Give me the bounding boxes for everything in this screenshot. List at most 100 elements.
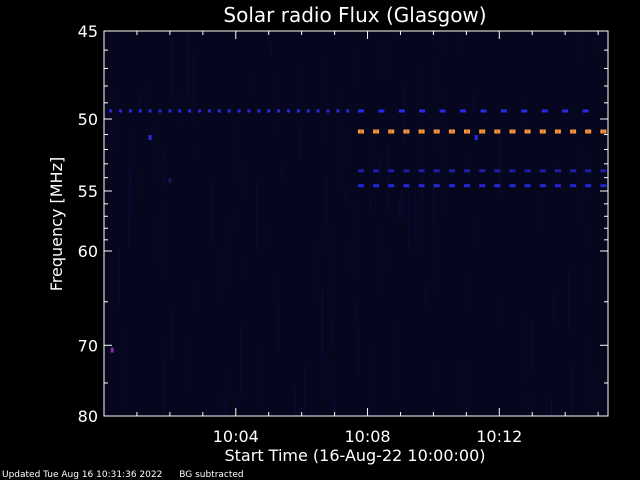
background-noise-streak: [275, 71, 277, 130]
background-noise-streak: [327, 226, 329, 242]
emission-band-mark: [373, 169, 380, 173]
background-noise-streak: [325, 176, 327, 224]
x-axis-label: Start Time (16-Aug-22 10:00:00): [225, 446, 486, 465]
emission-band-mark: [562, 109, 569, 113]
emission-band-mark: [277, 109, 281, 113]
emission-band-mark: [198, 109, 201, 113]
background-noise-streak: [384, 249, 386, 268]
emission-band-mark: [188, 109, 192, 113]
emission-band-mark: [378, 109, 385, 113]
background-noise-streak: [132, 129, 134, 175]
emission-band-core: [420, 130, 423, 133]
background-noise-streak: [325, 60, 327, 139]
emission-band-core: [572, 130, 575, 133]
emission-band-mark: [480, 109, 487, 113]
background-noise-streak: [433, 34, 435, 46]
background-noise-streak: [128, 189, 129, 248]
background-noise-streak: [354, 301, 356, 367]
emission-band-mark: [524, 169, 531, 173]
emission-band-mark: [464, 184, 470, 188]
background-noise-streak: [261, 345, 263, 388]
emission-band-mark: [227, 109, 231, 113]
emission-band-mark: [554, 169, 561, 173]
background-noise-streak: [139, 93, 141, 110]
background-noise-streak: [341, 237, 343, 295]
y-tick-label: 55: [78, 182, 98, 201]
emission-band-core: [466, 130, 468, 133]
background-noise-streak: [436, 90, 438, 148]
background-noise-streak: [338, 127, 340, 193]
background-noise-streak: [436, 365, 438, 392]
background-noise-streak: [218, 248, 220, 302]
emission-band-core: [435, 130, 438, 133]
background-noise-streak: [164, 356, 166, 416]
background-noise-streak: [435, 367, 437, 393]
emission-band-mark: [433, 169, 440, 173]
background-noise-streak: [571, 362, 573, 416]
background-noise-streak: [322, 289, 323, 367]
background-noise-streak: [597, 33, 599, 50]
emission-band-mark: [237, 109, 241, 113]
emission-band-core: [496, 130, 499, 133]
emission-band-mark: [138, 109, 142, 113]
background-noise-streak: [401, 189, 403, 220]
emission-band-mark: [554, 184, 561, 188]
y-tick-label: 60: [78, 242, 98, 261]
emission-band-mark: [217, 109, 221, 113]
background-noise-streak: [441, 32, 443, 57]
emission-band-mark: [570, 184, 577, 188]
background-noise-streak: [136, 167, 138, 194]
background-noise-streak: [407, 185, 409, 249]
background-noise-streak: [172, 117, 174, 159]
background-noise-streak: [333, 244, 335, 317]
background-noise-streak: [189, 337, 191, 388]
background-noise-streak: [422, 87, 424, 162]
axes: 45 50 55 60 70 80 10:04 10:08 10:12: [78, 22, 609, 446]
plot-area: [104, 31, 608, 416]
background-noise-streak: [383, 229, 385, 293]
emission-band-mark: [357, 169, 364, 173]
updated-timestamp: Updated Tue Aug 16 10:31:36 2022: [2, 470, 163, 480]
emission-band-core: [405, 130, 408, 133]
emission-band-mark: [479, 169, 486, 173]
background-noise-streak: [508, 189, 510, 206]
background-noise-streak: [432, 181, 434, 245]
emission-band-mark: [539, 184, 546, 188]
background-noise-streak: [541, 190, 543, 228]
background-noise-streak: [351, 246, 353, 265]
emission-band-core: [359, 130, 362, 133]
emission-band-mark: [398, 109, 405, 113]
background-noise-streak: [116, 90, 118, 150]
background-noise-streak: [156, 205, 157, 269]
background-noise-streak: [238, 399, 240, 410]
background-noise-streak: [315, 242, 317, 300]
emission-band-mark: [207, 109, 211, 113]
emission-band-core: [450, 130, 453, 133]
background-noise-streak: [110, 125, 112, 144]
emission-band-mark: [119, 109, 122, 113]
background-noise-streak: [145, 86, 147, 107]
background-noise-streak: [421, 173, 423, 205]
background-noise-streak: [435, 60, 437, 106]
background-noise-streak: [113, 150, 115, 204]
emission-band-mark: [296, 109, 300, 113]
background-noise-streak: [164, 202, 166, 279]
background-noise-streak: [527, 398, 529, 416]
background-noise-streak: [551, 163, 553, 191]
background-noise-streak: [525, 318, 526, 377]
background-noise-streak: [387, 144, 388, 212]
background-noise-streak: [237, 122, 239, 185]
background-noise-streak: [167, 336, 169, 410]
background-noise-streak: [171, 35, 173, 99]
emission-band-mark: [418, 184, 425, 188]
emission-band-mark: [403, 184, 410, 188]
background-noise-streak: [554, 249, 556, 266]
emission-band-mark: [439, 109, 446, 113]
background-noise-streak: [394, 320, 395, 394]
background-noise-streak: [590, 338, 592, 414]
background-noise-streak: [437, 223, 439, 297]
emission-band-mark: [109, 109, 113, 113]
background-noise-streak: [353, 51, 354, 81]
background-noise-streak: [465, 277, 467, 306]
